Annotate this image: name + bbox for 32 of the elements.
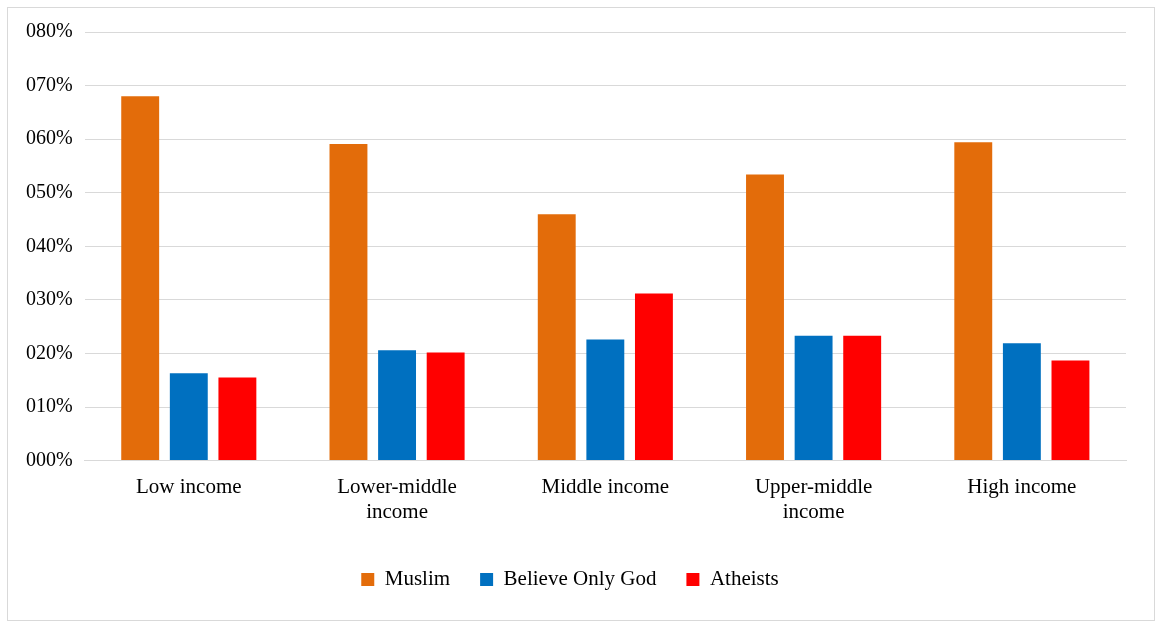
x-tick-label: Middle income — [541, 473, 670, 498]
bar — [537, 214, 576, 461]
bar — [794, 335, 833, 461]
legend-label: Muslim — [384, 566, 451, 591]
bar — [121, 96, 160, 461]
y-tick-label: 030% — [25, 287, 73, 310]
bar — [329, 143, 368, 461]
legend-label: Believe Only God — [503, 566, 657, 591]
x-tick-label: Upper-middle income — [754, 473, 873, 523]
y-tick-label: 040% — [25, 233, 73, 256]
y-tick-label: 080% — [25, 19, 73, 42]
bar — [746, 174, 784, 461]
bar — [1051, 360, 1090, 461]
bar — [218, 377, 257, 461]
bar — [586, 339, 625, 461]
bar — [378, 350, 417, 461]
bar — [1002, 343, 1041, 461]
y-tick-label: 010% — [25, 394, 73, 417]
y-tick-label: 020% — [25, 340, 73, 363]
x-tick-label: Low income — [136, 473, 242, 498]
y-tick-label: 060% — [25, 126, 73, 149]
bar — [954, 142, 993, 461]
y-tick-label: 070% — [25, 72, 73, 95]
x-tick-label: Lower-middle income — [337, 473, 457, 523]
y-tick-label: 000% — [25, 447, 73, 470]
bar — [634, 293, 673, 461]
legend-label: Atheists — [709, 566, 779, 591]
bar — [426, 352, 465, 461]
x-tick-label: High income — [967, 473, 1077, 498]
y-tick-label: 050% — [25, 179, 73, 202]
bar — [169, 373, 208, 461]
bar — [843, 335, 882, 461]
